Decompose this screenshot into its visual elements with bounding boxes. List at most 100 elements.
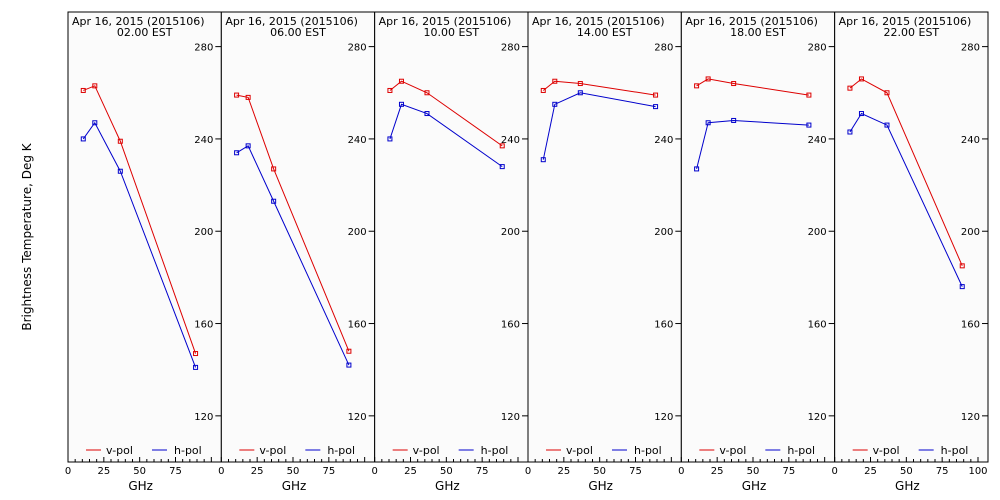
v-pol-point [245, 94, 251, 100]
y-tick-label: 160 [961, 320, 980, 331]
h-pol-point [847, 129, 853, 135]
y-tick-label: 280 [501, 43, 520, 54]
h-pol-point [92, 120, 98, 126]
x-tick-label: 25 [557, 466, 570, 477]
v-pol-point [858, 76, 864, 82]
v-pol-point [959, 263, 965, 269]
v-pol-point [424, 90, 430, 96]
x-axis-label: GHz [895, 479, 920, 493]
x-tick-label: 50 [747, 466, 760, 477]
x-tick-label: 25 [97, 466, 110, 477]
panel-2: Apr 16, 2015 (2015106)06.00 EST 120 160 200… [218, 11, 376, 493]
y-tick-label: 240 [808, 135, 827, 146]
h-pol-point [80, 136, 86, 142]
x-axis-label: GHz [742, 479, 767, 493]
v-pol-line [236, 94, 350, 352]
legend-h-pol-label: h-pol [174, 444, 202, 457]
panel-4: Apr 16, 2015 (2015106)14.00 EST 120 160 200… [525, 11, 682, 493]
y-tick-label: 280 [961, 43, 980, 54]
panel-title: Apr 16, 2015 (2015106) [685, 15, 818, 28]
y-tick-label: 160 [654, 320, 673, 331]
x-axis-label: GHz [282, 479, 307, 493]
x-tick-label: 0 [65, 466, 71, 477]
y-tick-label: 160 [194, 320, 213, 331]
x-tick-label: 75 [936, 466, 949, 477]
panel-time: 22.00 EST [884, 26, 940, 39]
y-tick-label: 200 [961, 227, 980, 238]
legend-v-pol-label: v-pol [873, 444, 900, 457]
h-pol-point [540, 157, 546, 163]
legend-h-pol-label: h-pol [634, 444, 662, 457]
y-tick-label: 120 [961, 412, 980, 423]
legend-v-pol-label: v-pol [106, 444, 133, 457]
h-pol-line [849, 112, 963, 287]
y-tick-label: 120 [348, 412, 367, 423]
y-tick-label: 120 [194, 412, 213, 423]
panel-title: Apr 16, 2015 (2015106) [379, 15, 512, 28]
v-pol-line [696, 78, 809, 96]
h-pol-point [959, 284, 965, 290]
h-pol-point [884, 122, 890, 128]
h-pol-line [542, 92, 656, 160]
y-tick-label: 200 [654, 227, 673, 238]
v-pol-point [193, 351, 199, 357]
x-tick-label: 25 [404, 466, 417, 477]
x-tick-label: 25 [251, 466, 264, 477]
y-tick-label: 240 [654, 135, 673, 146]
x-tick-label: 75 [169, 466, 182, 477]
h-pol-point [499, 164, 505, 170]
panel-time: 10.00 EST [424, 26, 480, 39]
v-pol-line [83, 85, 197, 354]
h-pol-line [236, 145, 350, 366]
x-tick-label: 25 [711, 466, 724, 477]
v-pol-point [92, 83, 98, 89]
v-pol-point [653, 92, 659, 98]
x-tick-label: 75 [782, 466, 795, 477]
panel-6: Apr 16, 2015 (2015106)22.00 EST 120 160 200… [831, 11, 989, 493]
h-pol-point [806, 122, 812, 128]
v-pol-point [884, 90, 890, 96]
y-tick-label: 200 [501, 227, 520, 238]
legend-v-pol-label: v-pol [719, 444, 746, 457]
panel-5: Apr 16, 2015 (2015106)18.00 EST 120 160 200… [678, 11, 836, 493]
x-tick-label: 25 [864, 466, 877, 477]
x-tick-label: 50 [287, 466, 300, 477]
x-axis-label: GHz [128, 479, 153, 493]
y-tick-label: 120 [501, 412, 520, 423]
h-pol-point [653, 104, 659, 110]
y-tick-label: 160 [808, 320, 827, 331]
y-tick-label: 280 [808, 43, 827, 54]
h-pol-point [577, 90, 583, 96]
panel-time: 02.00 EST [117, 26, 173, 39]
h-pol-point [193, 364, 199, 370]
v-pol-point [705, 76, 711, 82]
h-pol-point [271, 198, 277, 204]
v-pol-point [271, 166, 277, 172]
x-tick-label: 0 [218, 466, 224, 477]
legend-v-pol-label: v-pol [566, 444, 593, 457]
h-pol-point [117, 168, 123, 174]
x-tick-label: 0 [371, 466, 377, 477]
y-tick-label: 160 [348, 320, 367, 331]
panel-title: Apr 16, 2015 (2015106) [225, 15, 358, 28]
v-pol-point [694, 83, 700, 89]
y-tick-label: 280 [654, 43, 673, 54]
legend-h-pol-label: h-pol [787, 444, 815, 457]
x-axis-label: GHz [435, 479, 460, 493]
v-pol-point [346, 348, 352, 354]
h-pol-point [387, 136, 393, 142]
y-tick-label: 200 [348, 227, 367, 238]
y-tick-label: 240 [961, 135, 980, 146]
x-tick-label: 100 [968, 466, 987, 477]
x-axis-label: GHz [588, 479, 613, 493]
panel-time: 14.00 EST [577, 26, 633, 39]
x-tick-label: 50 [593, 466, 606, 477]
legend-v-pol-label: v-pol [259, 444, 286, 457]
x-tick-label: 75 [629, 466, 642, 477]
v-pol-point [540, 87, 546, 93]
x-tick-label: 0 [525, 466, 531, 477]
v-pol-point [117, 138, 123, 144]
h-pol-point [858, 111, 864, 117]
